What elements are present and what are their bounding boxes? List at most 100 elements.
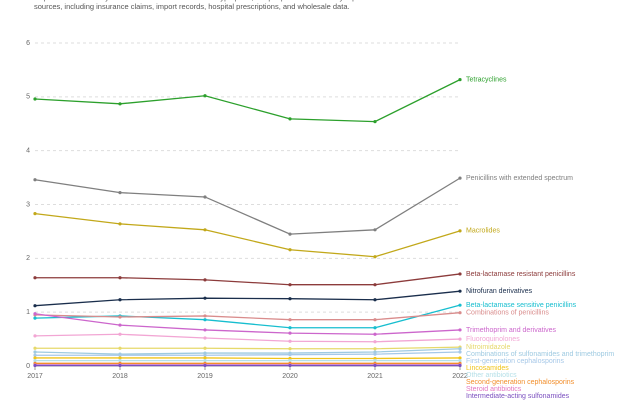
point bbox=[458, 359, 462, 363]
point bbox=[288, 318, 292, 322]
point bbox=[288, 359, 292, 363]
series-line bbox=[35, 351, 461, 356]
point bbox=[118, 323, 122, 327]
point bbox=[288, 339, 292, 343]
point bbox=[373, 352, 377, 356]
point bbox=[118, 191, 122, 195]
point bbox=[373, 359, 377, 363]
y-tick-label: 4 bbox=[26, 148, 30, 155]
point bbox=[373, 255, 377, 259]
series-label: Other antibiotics bbox=[466, 372, 517, 379]
y-tick-label: 3 bbox=[26, 201, 30, 208]
x-tick-label: 2019 bbox=[197, 373, 213, 380]
point bbox=[203, 336, 207, 340]
subtitle: Reported defined daily doses of oral ant… bbox=[34, 0, 428, 11]
subtitle-box: Reported defined daily doses of oral ant… bbox=[34, 0, 428, 11]
point bbox=[458, 229, 462, 233]
point bbox=[288, 117, 292, 121]
series-label: Nitrofuran derivatives bbox=[466, 288, 533, 295]
point bbox=[118, 102, 122, 106]
series-label: Combinations of penicillins bbox=[466, 310, 549, 317]
point bbox=[288, 326, 292, 330]
point bbox=[118, 332, 122, 336]
series-label: Lincosamides bbox=[466, 365, 509, 372]
point bbox=[203, 346, 207, 350]
point bbox=[203, 296, 207, 300]
point bbox=[33, 346, 37, 350]
x-tick-label: 2022 bbox=[452, 373, 468, 380]
point bbox=[288, 331, 292, 335]
point bbox=[33, 304, 37, 308]
series-label: Steroid antibiotics bbox=[466, 386, 522, 393]
point bbox=[33, 350, 37, 354]
point bbox=[373, 326, 377, 330]
point bbox=[373, 298, 377, 302]
point bbox=[203, 94, 207, 98]
point bbox=[33, 212, 37, 216]
x-tick-label: 2021 bbox=[367, 373, 383, 380]
point bbox=[288, 232, 292, 236]
series-label: Beta-lactamase resistant penicillins bbox=[466, 271, 576, 278]
point bbox=[118, 346, 122, 350]
point bbox=[33, 276, 37, 280]
x-tick-label: 2018 bbox=[112, 373, 128, 380]
point bbox=[288, 297, 292, 301]
series-label: Penicillins with extended spectrum bbox=[466, 175, 573, 182]
point bbox=[373, 340, 377, 344]
point bbox=[458, 289, 462, 293]
series-line bbox=[35, 273, 461, 286]
point bbox=[33, 312, 37, 316]
series-line bbox=[34, 333, 461, 343]
series-label: Fluoroquinolones bbox=[466, 336, 520, 343]
point bbox=[118, 353, 122, 357]
point bbox=[203, 318, 207, 322]
point bbox=[118, 356, 122, 360]
series-label: Trimethoprim and derivatives bbox=[466, 327, 556, 334]
x-tick-label: 2020 bbox=[282, 373, 298, 380]
point bbox=[33, 178, 37, 182]
series-label: Tetracyclines bbox=[466, 76, 507, 83]
point bbox=[203, 353, 207, 357]
point bbox=[458, 328, 462, 332]
y-tick-label: 1 bbox=[26, 309, 30, 316]
series-line bbox=[34, 313, 461, 335]
point bbox=[373, 318, 377, 322]
point bbox=[203, 328, 207, 332]
point bbox=[203, 359, 207, 363]
point bbox=[203, 363, 207, 368]
point bbox=[33, 316, 37, 320]
series-line bbox=[34, 213, 461, 258]
point bbox=[33, 353, 37, 357]
series-label: Nitroimidazole bbox=[466, 344, 510, 351]
point bbox=[203, 314, 207, 318]
series-label: Macrolides bbox=[466, 228, 500, 235]
point bbox=[458, 272, 462, 276]
y-tick-label: 5 bbox=[26, 94, 30, 101]
point bbox=[458, 78, 462, 82]
point bbox=[458, 363, 462, 368]
point bbox=[373, 119, 377, 124]
point bbox=[373, 347, 377, 351]
series-line bbox=[34, 79, 461, 123]
series-line bbox=[34, 348, 461, 355]
point bbox=[203, 195, 207, 199]
point bbox=[118, 298, 122, 302]
point bbox=[458, 350, 462, 354]
series-line bbox=[35, 346, 461, 350]
point bbox=[288, 353, 292, 357]
series-label: Combinations of sulfonamides and trimeth… bbox=[466, 351, 614, 358]
point bbox=[203, 228, 207, 232]
point bbox=[288, 347, 292, 351]
series-label: Second-generation cephalosporins bbox=[466, 379, 575, 386]
point bbox=[373, 283, 377, 287]
point bbox=[458, 347, 462, 351]
point bbox=[203, 356, 207, 360]
series-line bbox=[34, 290, 461, 307]
point bbox=[33, 359, 37, 363]
y-tick-label: 2 bbox=[26, 255, 30, 262]
x-tick-label: 2017 bbox=[27, 373, 43, 380]
point bbox=[458, 303, 462, 307]
point bbox=[458, 337, 462, 341]
